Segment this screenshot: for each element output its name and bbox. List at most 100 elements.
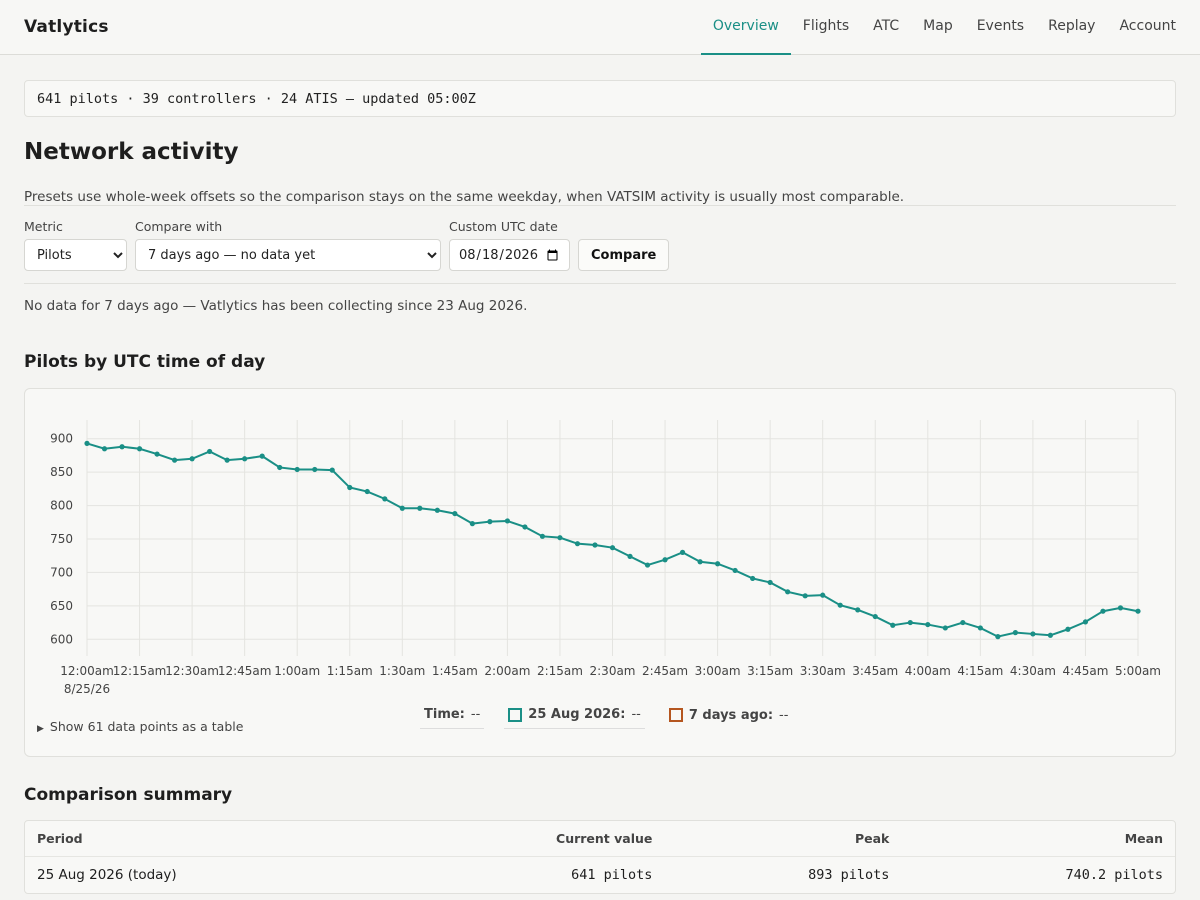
data-point xyxy=(890,622,896,628)
legend-current[interactable]: 25 Aug 2026: -- xyxy=(504,707,645,729)
nav-flights[interactable]: Flights xyxy=(802,18,850,34)
data-point xyxy=(609,545,616,551)
legend-compare-value: -- xyxy=(779,707,789,723)
data-point xyxy=(207,448,213,455)
compare-label: Compare with xyxy=(135,219,223,234)
compare-select[interactable]: 7 days ago — no data yet xyxy=(135,239,441,271)
compare-control: Compare with 7 days ago — no data yet xyxy=(135,219,441,271)
custom-date-input[interactable] xyxy=(449,239,570,271)
x-tick-label: 12:15am xyxy=(113,664,167,678)
main-nav: Overview Flights ATC Map Events Replay A… xyxy=(700,0,1176,55)
custom-date-label: Custom UTC date xyxy=(449,219,558,234)
data-point xyxy=(995,634,1001,640)
data-point xyxy=(785,589,791,595)
nav-events[interactable]: Events xyxy=(976,18,1025,34)
nav-map[interactable]: Map xyxy=(923,18,953,34)
data-point xyxy=(417,505,423,511)
data-point xyxy=(312,466,318,473)
disclosure-triangle-icon: ▶ xyxy=(37,724,44,734)
table-row: 25 Aug 2026 (today) 641 pilots 893 pilot… xyxy=(25,857,1175,894)
compare-button[interactable]: Compare xyxy=(578,239,670,271)
legend-compare-label: 7 days ago: xyxy=(688,707,774,723)
data-point xyxy=(259,453,265,459)
data-point xyxy=(925,621,931,628)
cell-current-value: 641 pilots xyxy=(571,867,653,883)
y-tick-label: 600 xyxy=(50,632,73,646)
x-tick-label: 1:30am xyxy=(379,664,425,678)
chart-card: 12:00am 12:15am 12:30am 12:45am 1:00am 1:15am… xyxy=(24,388,1176,757)
x-tick-label: 2:00am xyxy=(484,664,530,678)
metric-select[interactable]: Pilots xyxy=(24,239,127,271)
data-point xyxy=(732,567,738,574)
column-header-period: Period xyxy=(25,821,394,857)
x-tick-label: 2:15am xyxy=(537,664,583,678)
main-content: 641 pilots · 39 controllers · 24 ATIS — … xyxy=(0,80,1200,894)
no-data-notice: No data for 7 days ago — Vatlytics has b… xyxy=(24,298,528,314)
data-table-toggle-label: Show 61 data points as a table xyxy=(49,719,244,734)
data-point xyxy=(1030,631,1036,637)
data-point xyxy=(715,561,721,567)
legend-time-label: Time: xyxy=(424,707,465,722)
legend-compare[interactable]: 7 days ago: -- xyxy=(665,707,793,729)
nav-account[interactable]: Account xyxy=(1119,18,1176,34)
data-point xyxy=(557,535,563,541)
x-tick-label: 3:00am xyxy=(695,664,741,678)
brand-logo[interactable]: Vatlytics xyxy=(24,17,109,37)
column-header-current: Current value xyxy=(393,821,665,857)
data-point xyxy=(837,602,843,608)
top-navigation-bar: Vatlytics Overview Flights ATC Map Event… xyxy=(0,0,1200,55)
x-tick-label: 1:45am xyxy=(432,664,478,678)
data-point xyxy=(364,488,370,495)
custom-date-control: Custom UTC date xyxy=(449,219,570,271)
cell-period: 25 Aug 2026 (today) xyxy=(37,867,177,883)
data-point xyxy=(522,524,528,530)
x-tick-label: 4:00am xyxy=(905,664,951,678)
network-status-bar: 641 pilots · 39 controllers · 24 ATIS — … xyxy=(24,80,1176,117)
y-tick-label: 700 xyxy=(50,565,73,579)
chart-legend: Time: -- 25 Aug 2026: -- 7 days ago: -- xyxy=(420,707,792,729)
x-date-label: 8/25/26 xyxy=(64,682,110,696)
y-tick-label: 800 xyxy=(50,499,73,513)
data-point xyxy=(329,467,335,473)
legend-time: Time: -- xyxy=(420,707,485,729)
data-point xyxy=(960,619,966,626)
data-point xyxy=(1065,626,1071,632)
data-point xyxy=(242,456,248,462)
table-header-row: Period Current value Peak Mean xyxy=(25,821,1175,857)
nav-overview[interactable]: Overview xyxy=(700,0,791,55)
data-table-toggle[interactable]: ▶ Show 61 data points as a table xyxy=(37,719,243,734)
comparison-summary-table: Period Current value Peak Mean 25 Aug 20… xyxy=(24,820,1176,894)
data-point xyxy=(592,542,598,548)
legend-swatch-current xyxy=(508,707,523,722)
data-point xyxy=(136,446,143,452)
data-point xyxy=(802,593,808,599)
data-point xyxy=(277,464,283,471)
data-point xyxy=(644,562,651,568)
cell-peak: 893 pilots xyxy=(808,867,890,883)
nav-replay[interactable]: Replay xyxy=(1048,18,1096,34)
data-point xyxy=(504,518,510,524)
data-point xyxy=(154,451,160,457)
page-title: Network activity xyxy=(24,139,239,165)
data-point xyxy=(539,533,546,539)
x-tick-label: 2:30am xyxy=(590,664,636,678)
nav-atc[interactable]: ATC xyxy=(873,18,900,34)
x-tick-label: 3:15am xyxy=(747,664,793,678)
x-tick-label: 12:30am xyxy=(165,664,219,678)
x-tick-label: 4:15am xyxy=(957,664,1003,678)
data-point xyxy=(434,507,440,513)
data-point xyxy=(84,440,90,446)
page-description: Presets use whole-week offsets so the co… xyxy=(24,189,905,205)
data-point xyxy=(679,549,686,555)
data-point xyxy=(907,619,913,626)
data-point xyxy=(1012,630,1018,636)
metric-label: Metric xyxy=(24,219,63,234)
x-tick-label: 5:00am xyxy=(1115,664,1161,678)
data-point xyxy=(820,592,826,598)
data-point xyxy=(942,625,948,631)
data-point xyxy=(224,457,230,463)
data-point xyxy=(977,625,983,631)
data-point xyxy=(1047,632,1054,638)
chart-title: Pilots by UTC time of day xyxy=(24,352,266,372)
